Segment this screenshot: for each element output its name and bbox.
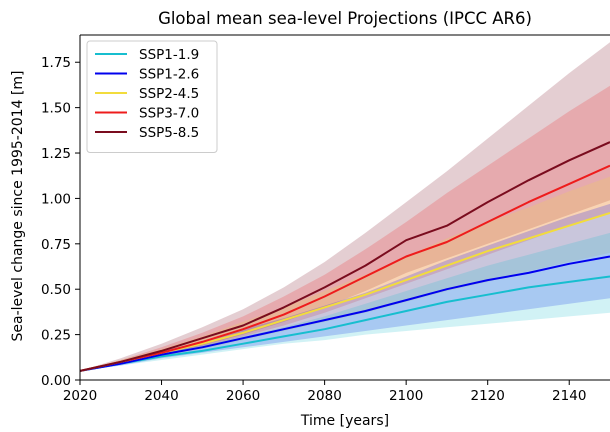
legend-label-ssp1-2-6: SSP1-2.6	[139, 67, 199, 83]
x-tick-label: 2140	[552, 388, 586, 404]
x-tick-label: 2120	[471, 388, 505, 404]
x-tick-label: 2100	[389, 388, 423, 404]
x-tick-label: 2080	[307, 388, 341, 404]
y-tick-label: 1.50	[41, 101, 71, 117]
band-ssp1-1-9	[80, 232, 610, 371]
legend-label-ssp5-8-5: SSP5-8.5	[139, 125, 199, 141]
band-ssp5-8-5	[80, 42, 610, 371]
x-tick-label: 2060	[226, 388, 260, 404]
y-tick-label: 1.75	[41, 55, 71, 71]
y-axis-title: Sea-level change since 1995-2014 [m]	[10, 71, 26, 342]
line-ssp3-7-0	[80, 164, 610, 372]
legend-label-ssp2-4-5: SSP2-4.5	[139, 86, 199, 102]
y-tick-label: 0.50	[41, 282, 71, 298]
line-ssp1-1-9	[80, 275, 610, 372]
legend-label-ssp1-1-9: SSP1-1.9	[139, 47, 199, 63]
legend-box	[86, 40, 218, 153]
y-tick-label: 0.75	[41, 237, 71, 253]
line-ssp1-2-6	[80, 255, 610, 372]
legend: SSP1-1.9 SSP1-2.6 SSP2-4.5 SSP3-7.0 SSP5-8.5	[86, 40, 218, 153]
x-tick-label: 2020	[63, 388, 97, 404]
y-tick-label: 1.00	[41, 191, 71, 207]
band-ssp3-7-0	[80, 85, 610, 371]
line-ssp5-8-5	[80, 141, 610, 372]
uncertainty-bands	[80, 42, 610, 371]
x-tick-label: 2040	[144, 388, 178, 404]
x-axis-title: Time [years]	[300, 413, 389, 429]
y-tick-label: 0.25	[41, 328, 71, 344]
series-lines	[80, 141, 610, 372]
legend-label-ssp3-7-0: SSP3-7.0	[139, 106, 199, 122]
y-tick-label: 0.00	[41, 373, 71, 389]
chart-title: Global mean sea-level Projections (IPCC …	[158, 9, 532, 28]
axes: 2020 2040 2060 2080 2100 2120 2140 0.00 0.25 0.50…	[41, 34, 610, 404]
y-tick-label: 1.25	[41, 146, 71, 162]
band-ssp1-2-6	[80, 203, 610, 371]
band-ssp2-4-5	[80, 176, 610, 371]
